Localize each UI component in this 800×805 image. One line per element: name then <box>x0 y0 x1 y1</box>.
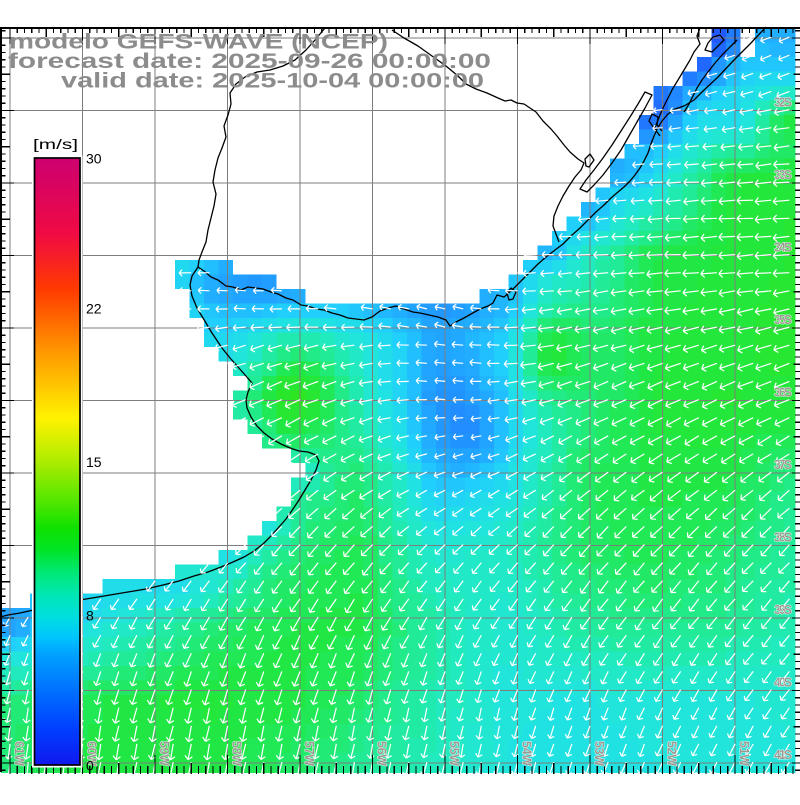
svg-text:61W: 61W <box>12 741 26 766</box>
svg-text:60W: 60W <box>85 741 99 766</box>
svg-text:51W: 51W <box>737 741 751 766</box>
svg-text:valid date: 2025-10-04 00:00:0: valid date: 2025-10-04 00:00:00 <box>61 70 484 93</box>
svg-text:38S: 38S <box>774 531 792 545</box>
svg-text:59W: 59W <box>157 741 171 766</box>
svg-text:54W: 54W <box>520 741 534 766</box>
svg-text:52W: 52W <box>665 741 679 766</box>
svg-text:56W: 56W <box>375 741 389 766</box>
svg-text:53W: 53W <box>592 741 606 766</box>
svg-text:32S: 32S <box>774 96 792 110</box>
svg-text:36S: 36S <box>774 386 792 400</box>
svg-text:22: 22 <box>86 301 102 317</box>
svg-text:35S: 35S <box>774 313 792 327</box>
svg-text:0: 0 <box>86 758 94 774</box>
svg-text:37S: 37S <box>774 458 792 472</box>
svg-text:55W: 55W <box>447 741 461 766</box>
svg-text:15: 15 <box>86 454 102 470</box>
svg-text:39S: 39S <box>774 603 792 617</box>
svg-text:forecast date: 2025-09-26 00:0: forecast date: 2025-09-26 00:00:00 <box>8 50 491 73</box>
svg-text:41S: 41S <box>774 748 792 762</box>
svg-text:[m/s]: [m/s] <box>33 136 78 152</box>
svg-text:8: 8 <box>86 608 94 624</box>
svg-text:40S: 40S <box>774 676 792 690</box>
svg-text:34S: 34S <box>774 241 792 255</box>
svg-text:30: 30 <box>86 151 102 167</box>
svg-text:33S: 33S <box>774 168 792 182</box>
svg-text:57W: 57W <box>302 741 316 766</box>
svg-text:58W: 58W <box>230 741 244 766</box>
svg-text:modelo GEFS-WAVE (NCEP): modelo GEFS-WAVE (NCEP) <box>9 31 388 54</box>
